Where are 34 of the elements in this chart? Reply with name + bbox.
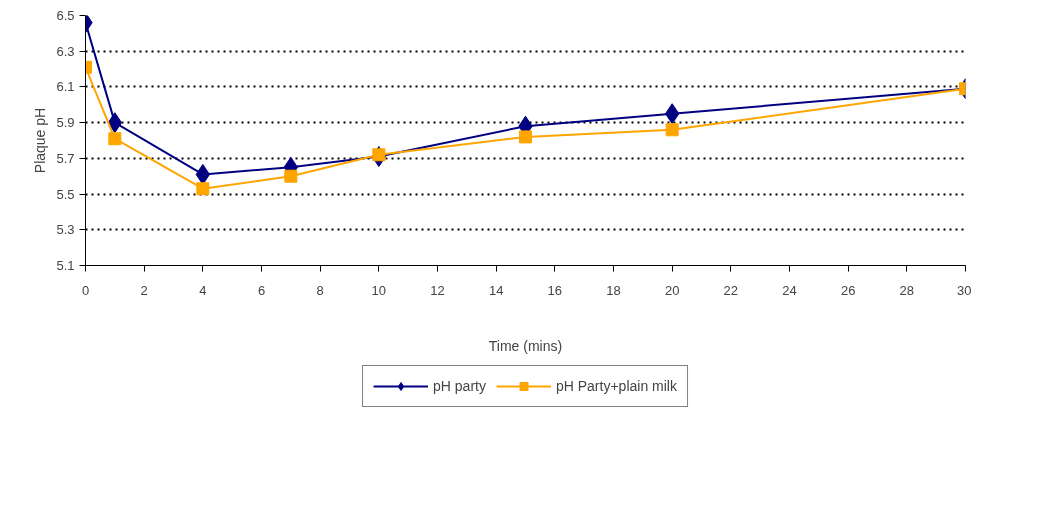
x-tick-label: 10 xyxy=(371,282,387,298)
y-tick-label: 6.1 xyxy=(56,79,75,95)
y-axis-title: Plaque pH xyxy=(32,107,49,174)
x-tick-label: 6 xyxy=(257,282,266,298)
x-tick-label: 30 xyxy=(957,282,972,298)
y-tick-label: 5.7 xyxy=(56,150,75,166)
x-tick-label: 0 xyxy=(81,282,90,298)
x-tick-label: 4 xyxy=(199,282,207,298)
point xyxy=(519,130,532,144)
x-tick-label: 24 xyxy=(782,282,797,298)
x-tick-label: 28 xyxy=(899,282,915,298)
x-tick-label: 22 xyxy=(723,282,739,298)
point xyxy=(108,132,122,146)
x-axis-title: Time (mins) xyxy=(488,337,563,354)
y-tick-label: 6.5 xyxy=(56,8,75,23)
y-tick-label: 6.3 xyxy=(56,43,75,59)
point xyxy=(284,169,298,183)
x-tick-label: 16 xyxy=(547,282,563,298)
x-tick-label: 8 xyxy=(316,282,324,298)
point xyxy=(372,148,386,162)
point xyxy=(196,182,210,196)
x-tick-label: 2 xyxy=(140,282,148,298)
point xyxy=(665,123,679,137)
legend-label: pH Party+plain milk xyxy=(555,378,677,394)
legend-label: pH party xyxy=(433,378,486,394)
y-tick-label: 5.9 xyxy=(56,115,75,131)
x-tick-label: 20 xyxy=(664,282,680,298)
x-tick-label: 18 xyxy=(606,282,621,298)
y-tick-label: 5.1 xyxy=(56,258,75,273)
x-tick-label: 14 xyxy=(488,282,504,298)
y-tick-label: 5.3 xyxy=(56,222,75,238)
x-tick-label: 26 xyxy=(840,282,856,298)
x-tick-label: 12 xyxy=(430,282,445,298)
y-tick-label: 5.5 xyxy=(56,186,75,202)
